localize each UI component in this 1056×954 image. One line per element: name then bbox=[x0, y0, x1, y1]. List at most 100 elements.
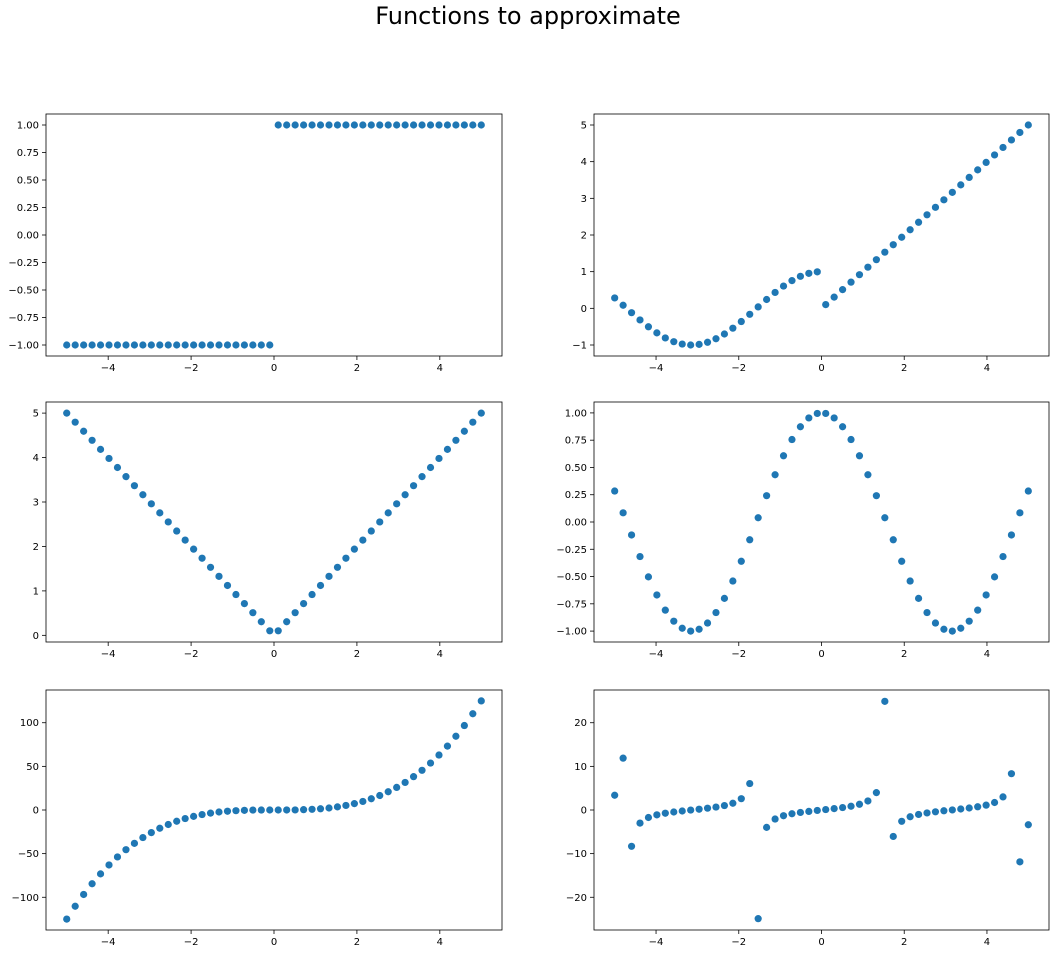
x-tick-label: 4 bbox=[437, 937, 443, 948]
x-tick-label: −2 bbox=[184, 649, 199, 660]
data-point bbox=[384, 509, 392, 517]
x-tick-label: 2 bbox=[354, 937, 360, 948]
y-tick-label: 0 bbox=[33, 631, 39, 642]
x-tick-label: 4 bbox=[437, 649, 443, 660]
axes-frame bbox=[593, 401, 1050, 643]
y-tick-label: 10 bbox=[574, 762, 587, 773]
data-point bbox=[443, 121, 452, 129]
data-point bbox=[418, 473, 426, 481]
data-point bbox=[788, 277, 796, 285]
data-point bbox=[443, 742, 452, 750]
data-point bbox=[822, 409, 830, 418]
data-point bbox=[838, 803, 847, 812]
data-point bbox=[240, 341, 249, 349]
y-tick-label: −20 bbox=[566, 893, 587, 904]
data-point bbox=[678, 624, 686, 632]
data-point bbox=[266, 806, 274, 814]
data-point bbox=[333, 563, 342, 571]
subplot-abs: −4 −2 0 2 4 0 1 2 3 4 5 bbox=[33, 401, 503, 660]
data-point bbox=[737, 557, 745, 565]
data-point bbox=[299, 806, 308, 814]
data-point bbox=[147, 829, 155, 837]
data-point bbox=[460, 121, 468, 129]
data-point bbox=[965, 617, 973, 625]
data-point bbox=[105, 341, 113, 349]
data-point bbox=[376, 121, 384, 129]
data-point bbox=[393, 500, 401, 508]
data-point bbox=[957, 805, 965, 813]
data-point bbox=[974, 166, 982, 174]
data-point bbox=[215, 341, 223, 349]
data-point bbox=[703, 338, 712, 346]
data-point bbox=[914, 594, 923, 602]
y-tick-label: 1.00 bbox=[17, 121, 39, 132]
data-point bbox=[813, 806, 821, 815]
data-point bbox=[190, 545, 198, 553]
data-point bbox=[190, 341, 198, 349]
data-point bbox=[232, 341, 240, 349]
data-point bbox=[906, 226, 914, 234]
data-point bbox=[822, 805, 830, 814]
x-tick-label: −2 bbox=[731, 937, 746, 948]
data-point bbox=[452, 732, 460, 740]
data-point bbox=[308, 121, 316, 129]
data-point bbox=[881, 514, 889, 522]
data-point bbox=[763, 492, 771, 500]
data-point bbox=[274, 121, 282, 129]
data-point bbox=[63, 409, 71, 417]
data-point bbox=[71, 418, 79, 426]
data-point bbox=[283, 618, 291, 626]
y-tick-label: −0.25 bbox=[8, 258, 39, 269]
data-point bbox=[847, 278, 855, 286]
x-tick-label: 4 bbox=[984, 649, 990, 660]
data-point bbox=[147, 341, 155, 349]
data-point bbox=[130, 839, 139, 847]
data-point bbox=[678, 807, 686, 815]
data-point bbox=[469, 710, 477, 718]
data-point bbox=[855, 800, 864, 808]
data-point bbox=[393, 783, 401, 791]
x-tick-label: 0 bbox=[271, 937, 277, 948]
y-tick-label: 0.50 bbox=[565, 463, 587, 474]
data-point bbox=[342, 554, 350, 562]
data-point bbox=[712, 608, 720, 617]
data-point bbox=[754, 915, 762, 923]
data-point bbox=[1007, 136, 1016, 144]
data-point bbox=[687, 627, 695, 635]
data-point bbox=[948, 806, 956, 814]
subplot-sign: −4 −2 0 2 4 −1.00 −0.75 −0.50 −0.25 0.00 0.25 0.50 0… bbox=[8, 113, 503, 374]
x-tick-label: −2 bbox=[184, 363, 199, 374]
data-point bbox=[350, 800, 358, 808]
data-point bbox=[181, 536, 189, 544]
data-point bbox=[644, 323, 653, 331]
data-point bbox=[206, 563, 215, 571]
data-point bbox=[923, 608, 931, 617]
data-point bbox=[181, 341, 189, 349]
data-point bbox=[435, 454, 443, 463]
data-point bbox=[644, 573, 653, 581]
y-tick-label: −1.00 bbox=[556, 627, 587, 638]
data-point bbox=[452, 436, 460, 444]
data-point bbox=[376, 791, 384, 800]
data-point bbox=[409, 773, 418, 781]
x-tick-label: −4 bbox=[649, 363, 664, 374]
y-tick-label: 3 bbox=[581, 194, 587, 205]
data-point bbox=[113, 853, 122, 861]
data-point bbox=[695, 340, 703, 348]
y-tick-label: 0.75 bbox=[565, 436, 587, 447]
y-tick-label: −0.50 bbox=[556, 572, 587, 583]
y-tick-label: 3 bbox=[33, 498, 39, 509]
subplot-cos: −4 −2 0 2 4 −1.00 −0.75 −0.50 −0.25 0.00 0.25 0.50 0… bbox=[556, 401, 1050, 660]
data-point bbox=[401, 491, 409, 499]
data-point bbox=[881, 248, 889, 256]
data-point bbox=[173, 527, 181, 535]
data-point bbox=[636, 316, 644, 324]
data-point bbox=[898, 233, 906, 241]
data-point bbox=[822, 300, 830, 309]
data-point bbox=[914, 810, 923, 819]
data-point bbox=[965, 804, 973, 812]
data-point bbox=[215, 808, 223, 816]
data-point bbox=[190, 812, 198, 820]
data-point bbox=[469, 121, 477, 129]
data-point bbox=[720, 330, 729, 338]
